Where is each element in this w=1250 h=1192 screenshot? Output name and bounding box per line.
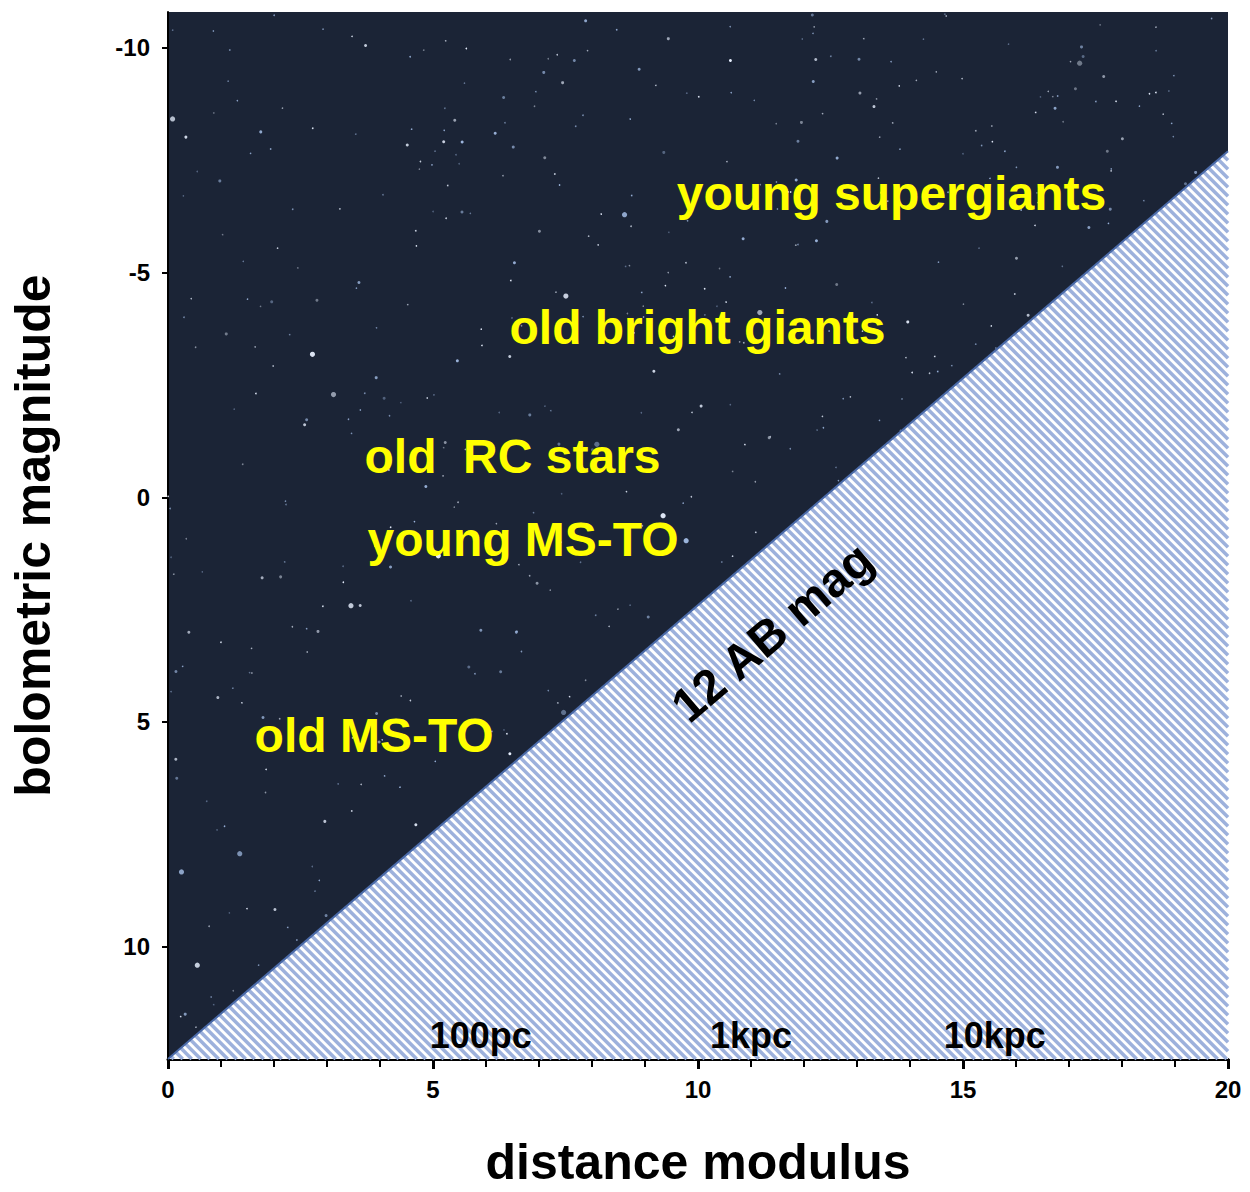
svg-text:5: 5	[426, 1076, 439, 1103]
svg-text:old RC stars: old RC stars	[364, 430, 660, 483]
svg-text:0: 0	[161, 1076, 174, 1103]
svg-text:20: 20	[1215, 1076, 1242, 1103]
svg-text:100pc: 100pc	[430, 1015, 532, 1056]
svg-text:young MS-TO: young MS-TO	[368, 513, 679, 566]
svg-text:distance modulus: distance modulus	[485, 1134, 910, 1190]
svg-text:1kpc: 1kpc	[710, 1015, 792, 1056]
svg-text:old bright giants: old bright giants	[509, 301, 885, 354]
svg-text:-10: -10	[115, 34, 150, 61]
svg-text:young supergiants: young supergiants	[677, 167, 1106, 220]
svg-text:old MS-TO: old MS-TO	[255, 709, 494, 762]
svg-text:5: 5	[137, 708, 150, 735]
svg-text:15: 15	[950, 1076, 977, 1103]
svg-text:10kpc: 10kpc	[944, 1015, 1046, 1056]
svg-text:-5: -5	[129, 259, 150, 286]
svg-text:0: 0	[137, 484, 150, 511]
svg-text:bolometric magnitude: bolometric magnitude	[5, 274, 61, 796]
svg-text:12 AB mag: 12 AB mag	[661, 532, 883, 732]
svg-text:10: 10	[123, 933, 150, 960]
svg-text:10: 10	[685, 1076, 712, 1103]
